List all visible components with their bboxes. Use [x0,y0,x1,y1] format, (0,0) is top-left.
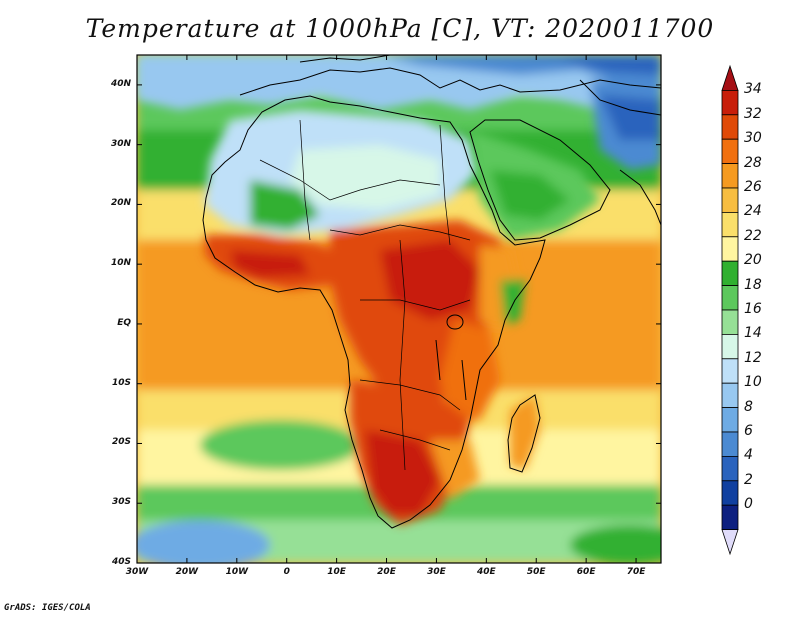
colorbar-swatch [721,260,739,287]
colorbar-label-26: 26 [744,179,762,195]
lon-label-40e: 40E [476,567,496,577]
colorbar-swatch [721,211,739,238]
colorbar-swatch [721,309,739,335]
colorbar-label-32: 32 [744,105,762,122]
lat-label-eq: EQ [117,317,131,328]
colorbar-label-22: 22 [744,227,762,244]
colorbar-swatch [721,285,739,311]
lon-label-20e: 20E [377,567,396,577]
lon-label-10w: 10W [225,567,249,577]
temperature-field [137,55,661,563]
colorbar-swatch [721,455,739,482]
colorbar-swatch [721,187,739,213]
lat-label-20s: 20S [111,437,131,448]
lat-label-40n: 40N [110,78,131,89]
colorbar-label-0: 0 [744,496,753,513]
colorbar-swatch [721,236,739,262]
colorbar-swatch [721,333,739,360]
colorbar-swatch [721,407,739,433]
credit-text: GrADS: IGES/COLA [4,603,91,613]
lat-label-30s: 30S [111,497,131,508]
colorbar-label-10: 10 [744,374,762,391]
colorbar-label-4: 4 [744,447,753,464]
lon-label-20w: 20W [175,567,199,577]
colorbar-swatch [721,480,739,506]
colorbar-label-16: 16 [744,301,762,317]
colorbar-swatch [721,504,739,531]
lon-label-10e: 10E [327,567,346,577]
colorbar-swatch [721,138,739,164]
coastlines [202,55,661,529]
colorbar-swatch [721,163,739,189]
colorbar-swatch [721,358,739,384]
lat-label-40s: 40S [111,557,131,567]
colorbar-swatch [721,64,739,91]
lon-label-0: 0 [283,567,290,577]
lon-label-70e: 70E [626,567,646,577]
colorbar-label-34: 34 [744,81,762,98]
lon-label-30w: 30W [125,567,149,577]
colorbar-swatch [721,529,739,556]
map-title: Temperature at 1000hPa [C], VT: 20200117… [85,14,715,43]
colorbar [721,64,739,556]
colorbar-swatch [721,90,739,116]
axis-ticks [136,55,661,564]
colorbar-label-8: 8 [744,398,753,415]
colorbar-label-30: 30 [744,130,762,147]
colorbar-swatch [721,431,739,457]
lat-label-10n: 10N [110,258,131,269]
colorbar-label-28: 28 [744,154,762,171]
colorbar-label-12: 12 [744,349,762,366]
lat-label-20n: 20N [110,198,131,209]
lon-label-50e: 50E [526,567,546,577]
colorbar-label-6: 6 [744,423,753,439]
lat-label-30n: 30N [110,138,131,149]
colorbar-swatch [721,382,739,409]
lon-label-60e: 60E [576,567,596,577]
colorbar-swatch [721,114,739,140]
colorbar-label-2: 2 [744,471,753,488]
plot-frame [136,54,662,564]
colorbar-label-14: 14 [744,325,762,342]
colorbar-label-24: 24 [744,203,762,220]
colorbar-label-20: 20 [744,252,762,269]
colorbar-label-18: 18 [744,276,762,293]
lat-label-10s: 10S [111,377,131,388]
lon-label-30e: 30E [427,567,446,577]
